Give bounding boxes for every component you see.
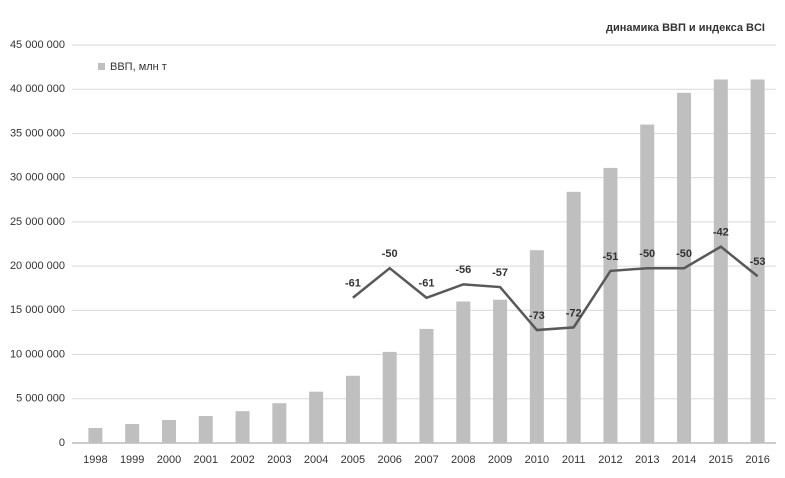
bar <box>419 328 434 443</box>
bar <box>382 351 397 443</box>
data-label: -42 <box>713 227 729 239</box>
bar <box>345 375 360 443</box>
y-tick-label: 35 000 000 <box>10 127 65 139</box>
chart-title: динамика ВВП и индекса BCI <box>606 22 765 34</box>
bar <box>456 301 471 443</box>
x-tick-label: 2010 <box>525 454 549 466</box>
bar <box>566 191 581 443</box>
data-label: -51 <box>602 251 618 263</box>
data-label: -56 <box>455 264 471 276</box>
x-tick-label: 2004 <box>304 454 328 466</box>
y-tick-label: 25 000 000 <box>10 216 65 228</box>
data-label: -73 <box>529 310 545 322</box>
data-label: -61 <box>345 278 361 290</box>
legend-label: ВВП, млн т <box>110 61 167 73</box>
x-tick-label: 2013 <box>635 454 659 466</box>
line <box>352 245 759 332</box>
x-tick-label: 2014 <box>672 454 696 466</box>
x-tick-label: 2001 <box>194 454 218 466</box>
data-label: -50 <box>382 248 398 260</box>
x-tick-label: 2016 <box>745 454 769 466</box>
x-tick-label: 2006 <box>377 454 401 466</box>
data-label: -50 <box>676 248 692 260</box>
legend-swatch <box>98 63 105 70</box>
x-tick-label: 2012 <box>598 454 622 466</box>
data-label: -72 <box>566 307 582 319</box>
x-tick-label: 2008 <box>451 454 475 466</box>
x-tick-label: 1999 <box>120 454 144 466</box>
y-tick-label: 10 000 000 <box>10 348 65 360</box>
data-label: -53 <box>750 256 766 268</box>
x-tick-label: 2011 <box>562 454 586 466</box>
x-tick-label: 2009 <box>488 454 512 466</box>
x-tick-label: 1998 <box>83 454 107 466</box>
y-tick-label: 20 000 000 <box>10 260 65 272</box>
bar <box>713 79 728 443</box>
x-tick-label: 2005 <box>341 454 365 466</box>
data-label: -50 <box>639 248 655 260</box>
y-tick-label: 0 <box>59 437 65 449</box>
bar <box>198 416 213 443</box>
bar <box>272 403 287 443</box>
data-label: -61 <box>419 278 435 290</box>
x-tick-label: 2000 <box>157 454 181 466</box>
bar <box>235 411 250 443</box>
x-tick-label: 2015 <box>709 454 733 466</box>
x-tick-label: 2007 <box>414 454 438 466</box>
y-tick-label: 30 000 000 <box>10 172 65 184</box>
bar <box>161 420 176 443</box>
data-label: -57 <box>492 267 508 279</box>
bar <box>750 79 765 443</box>
y-tick-label: 5 000 000 <box>16 393 65 405</box>
x-tick-label: 2002 <box>230 454 254 466</box>
y-tick-label: 40 000 000 <box>10 83 65 95</box>
y-tick-label: 45 000 000 <box>10 39 65 51</box>
bar <box>493 299 508 443</box>
bar <box>125 423 140 443</box>
y-tick-label: 15 000 000 <box>10 304 65 316</box>
bar <box>603 167 618 443</box>
bar <box>640 124 655 443</box>
x-tick-label: 2003 <box>267 454 291 466</box>
bar <box>88 427 103 443</box>
bar <box>529 250 544 443</box>
bar <box>309 391 324 443</box>
